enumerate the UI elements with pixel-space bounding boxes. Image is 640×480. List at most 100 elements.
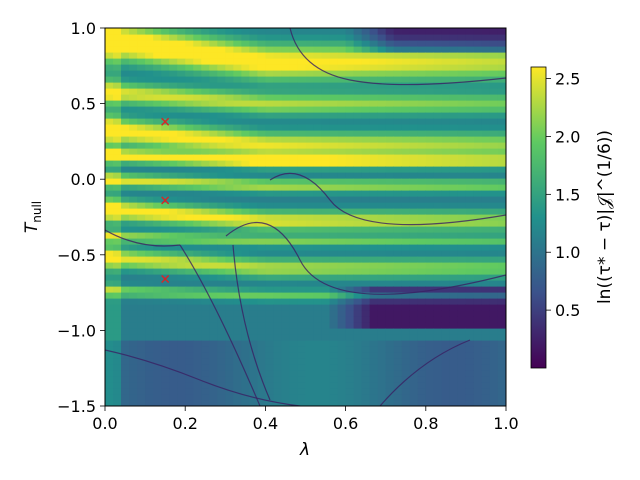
- heatmap-cell: [209, 202, 218, 209]
- heatmap-cell: [161, 352, 170, 359]
- heatmap-cell: [361, 358, 371, 365]
- heatmap-cell: [441, 88, 451, 95]
- heatmap-cell: [121, 256, 130, 263]
- heatmap-cell: [337, 220, 347, 227]
- y-axis-label: Tnull: [22, 201, 44, 233]
- heatmap-cell: [313, 166, 323, 173]
- heatmap-cell: [481, 208, 491, 215]
- heatmap-cell: [265, 280, 275, 287]
- heatmap-cell: [449, 46, 459, 53]
- heatmap-cell: [329, 388, 339, 395]
- heatmap-cell: [257, 76, 266, 83]
- heatmap-cell: [473, 178, 483, 185]
- heatmap-cell: [265, 334, 275, 341]
- heatmap-cell: [425, 352, 435, 359]
- heatmap-cell: [249, 208, 258, 215]
- heatmap-cell: [161, 94, 170, 101]
- heatmap-cell: [273, 256, 283, 263]
- heatmap-cell: [441, 130, 451, 137]
- heatmap-cell: [385, 34, 395, 41]
- heatmap-cell: [289, 106, 299, 113]
- heatmap-cell: [441, 184, 451, 191]
- heatmap-cell: [145, 82, 154, 89]
- heatmap-cell: [177, 400, 186, 406]
- heatmap-cell: [121, 304, 130, 311]
- heatmap-cell: [169, 400, 178, 406]
- heatmap-cell: [121, 106, 130, 113]
- heatmap-cell: [385, 58, 395, 65]
- heatmap-cell: [201, 154, 210, 161]
- heatmap-cell: [497, 232, 506, 239]
- heatmap-cell: [361, 148, 371, 155]
- heatmap-cell: [361, 346, 371, 353]
- heatmap-cell: [217, 94, 226, 101]
- heatmap-cell: [185, 298, 194, 305]
- heatmap-cell: [281, 250, 291, 257]
- heatmap-cell: [233, 106, 242, 113]
- heatmap-cell: [329, 262, 339, 269]
- heatmap-cell: [489, 298, 499, 305]
- heatmap-cell: [217, 160, 226, 167]
- heatmap-cell: [153, 310, 162, 317]
- heatmap-cell: [425, 334, 435, 341]
- heatmap-cell: [241, 46, 250, 53]
- heatmap-cell: [433, 58, 443, 65]
- heatmap-cell: [297, 70, 307, 77]
- heatmap-cell: [273, 250, 283, 257]
- heatmap-cell: [329, 256, 339, 263]
- heatmap-cell: [257, 352, 266, 359]
- heatmap-cell: [105, 358, 114, 365]
- heatmap-cell: [121, 376, 130, 383]
- heatmap-cell: [185, 172, 194, 179]
- heatmap-cell: [289, 136, 299, 143]
- heatmap-cell: [153, 40, 162, 47]
- heatmap-cell: [113, 358, 122, 365]
- heatmap-cell: [273, 262, 283, 269]
- heatmap-cell: [433, 40, 443, 47]
- heatmap-cell: [481, 388, 491, 395]
- heatmap-cell: [353, 196, 363, 203]
- heatmap-cell: [209, 136, 218, 143]
- heatmap-cell: [145, 238, 154, 245]
- heatmap-cell: [497, 202, 506, 209]
- heatmap-cell: [417, 202, 427, 209]
- heatmap-cell: [425, 394, 435, 401]
- heatmap-cell: [305, 172, 315, 179]
- heatmap-cell: [417, 196, 427, 203]
- heatmap-cell: [233, 340, 242, 347]
- heatmap-cell: [313, 190, 323, 197]
- heatmap-cell: [481, 40, 491, 47]
- heatmap-cell: [449, 346, 459, 353]
- heatmap-cell: [377, 250, 387, 257]
- heatmap-cell: [329, 166, 339, 173]
- heatmap-cell: [217, 196, 226, 203]
- heatmap-cell: [457, 214, 467, 221]
- heatmap-cell: [409, 292, 419, 299]
- heatmap-cell: [193, 52, 202, 59]
- heatmap-cell: [137, 358, 146, 365]
- heatmap-cell: [121, 154, 130, 161]
- heatmap-cell: [377, 376, 387, 383]
- heatmap-cell: [497, 238, 506, 245]
- heatmap-cell: [105, 130, 114, 137]
- heatmap-cell: [161, 328, 170, 335]
- heatmap-cell: [417, 292, 427, 299]
- heatmap-cell: [385, 82, 395, 89]
- heatmap-cell: [473, 82, 483, 89]
- heatmap-cell: [329, 334, 339, 341]
- heatmap-cell: [289, 52, 299, 59]
- heatmap-cell: [481, 88, 491, 95]
- heatmap-cell: [369, 400, 379, 406]
- heatmap-cell: [185, 130, 194, 137]
- heatmap-cell: [481, 70, 491, 77]
- heatmap-cell: [281, 256, 291, 263]
- heatmap-cell: [289, 46, 299, 53]
- heatmap-cell: [201, 166, 210, 173]
- heatmap-cell: [209, 316, 218, 323]
- heatmap-cell: [185, 64, 194, 71]
- heatmap-cell: [481, 346, 491, 353]
- heatmap-cell: [249, 364, 258, 371]
- heatmap-cell: [289, 184, 299, 191]
- heatmap-cell: [233, 148, 242, 155]
- heatmap-cell: [321, 130, 331, 137]
